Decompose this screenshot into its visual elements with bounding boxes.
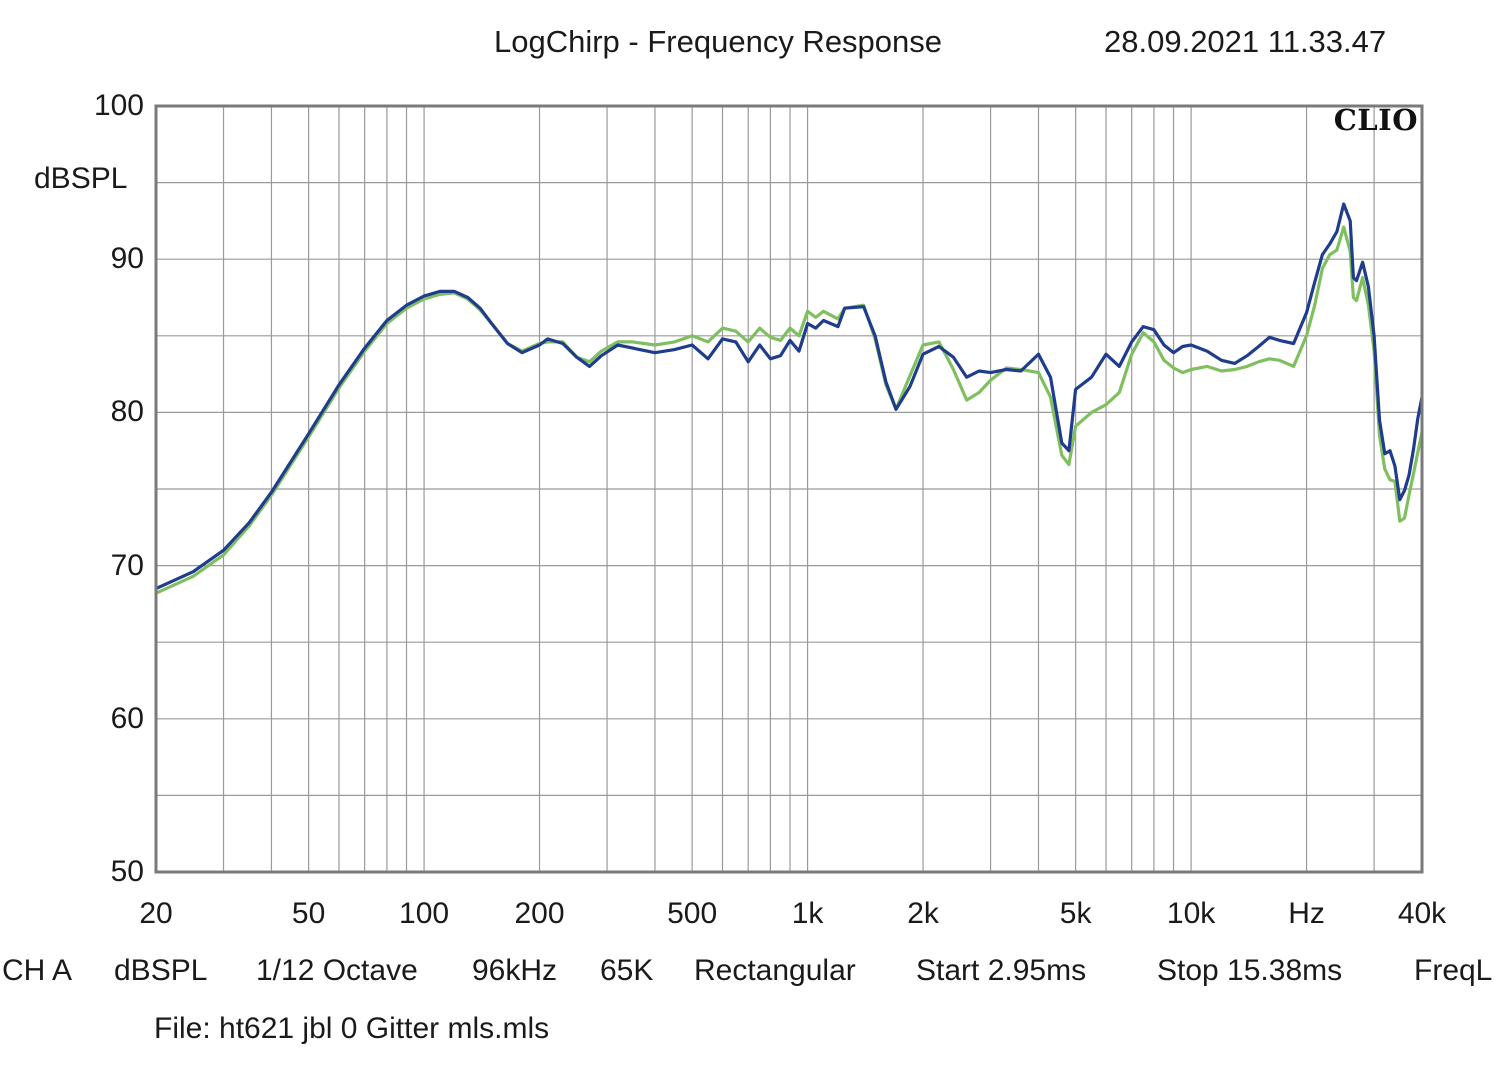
x-tick-label: 10k <box>1166 897 1216 930</box>
x-tick-label: 40k <box>1397 897 1447 930</box>
settings-item: 65K <box>600 954 654 987</box>
grid <box>156 106 1422 872</box>
series-line <box>155 202 1424 591</box>
x-tick-label: 1k <box>791 897 824 930</box>
x-tick-label: 100 <box>399 897 450 930</box>
timestamp: 28.09.2021 11.33.47 <box>1104 24 1387 59</box>
y-tick-label: 70 <box>110 548 144 582</box>
x-tick-label: 50 <box>291 897 326 930</box>
x-tick-label: 500 <box>667 897 718 930</box>
y-tick-label: 50 <box>110 855 144 888</box>
clio-logo: CLIO <box>1333 103 1418 137</box>
y-tick-label: 80 <box>110 395 144 429</box>
x-tick-label: 5k <box>1059 897 1092 930</box>
settings-item: 96kHz <box>472 954 558 987</box>
x-tick-label: Hz <box>1288 897 1325 930</box>
settings-item: CH A <box>2 954 73 987</box>
y-tick-label: 100 <box>93 89 144 122</box>
settings-item: Rectangular <box>694 954 856 987</box>
settings-item: FreqL <box>1414 954 1493 987</box>
chart-title: LogChirp - Frequency Response <box>494 24 943 59</box>
y-tick-label: 60 <box>110 701 144 735</box>
y-tick-label: 90 <box>110 242 144 276</box>
x-tick-label: 2k <box>907 897 939 930</box>
file-name: File: ht621 jbl 0 Gitter mls.mls <box>154 1012 550 1045</box>
x-tick-label: 20 <box>139 897 173 930</box>
settings-item: Stop 15.38ms <box>1157 954 1343 987</box>
series-lines <box>155 202 1424 595</box>
settings-item: dBSPL <box>114 954 208 987</box>
settings-item: 1/12 Octave <box>256 954 418 987</box>
y-axis-label: dBSPL <box>34 162 128 195</box>
x-tick-label: 200 <box>514 897 565 930</box>
settings-item: Start 2.95ms <box>916 954 1087 987</box>
plot-frame <box>154 104 1424 874</box>
